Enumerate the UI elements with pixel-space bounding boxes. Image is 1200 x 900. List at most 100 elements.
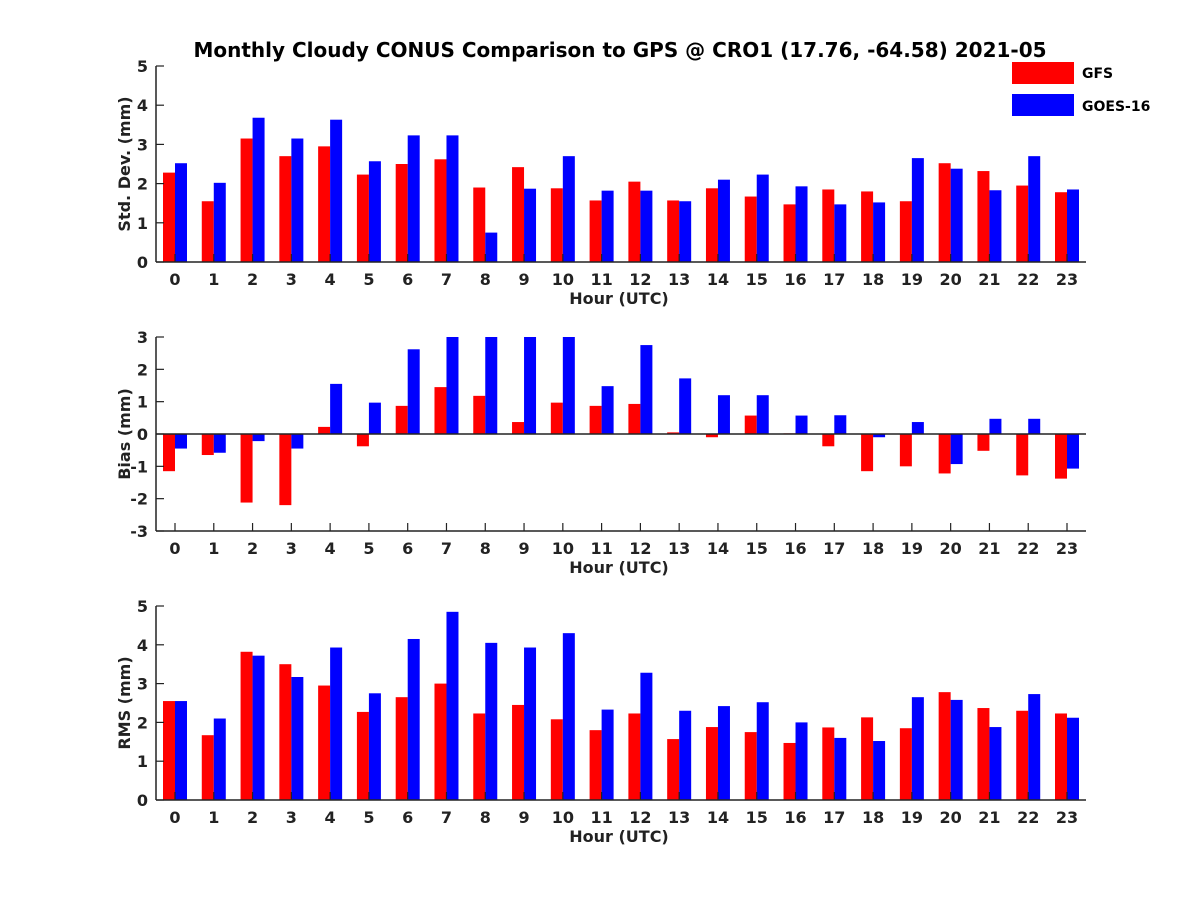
bar-goes16-hour-19 [911,422,924,434]
bar-goes16-hour-17 [834,737,847,800]
bar-gfs-hour-17 [822,189,835,262]
bar-goes16-hour-3 [291,434,304,449]
x-tick-label: 16 [784,808,806,827]
x-tick-label: 13 [668,270,690,289]
bar-goes16-hour-13 [679,378,692,434]
y-tick-label: 2 [137,360,148,379]
bar-gfs-hour-15 [744,732,757,800]
bar-gfs-hour-0 [163,701,175,800]
x-tick-label: 4 [325,270,336,289]
x-tick-label: 3 [286,270,297,289]
bar-gfs-hour-20 [938,434,951,474]
bar-goes16-hour-23 [1067,717,1079,800]
bar-gfs-hour-21 [977,708,990,800]
bar-goes16-hour-7 [446,337,459,434]
bar-goes16-hour-0 [175,163,187,262]
bar-gfs-hour-4 [318,426,331,434]
bar-goes16-hour-20 [950,699,963,800]
bar-gfs-hour-17 [822,727,835,800]
x-tick-label: 12 [629,808,651,827]
bar-goes16-hour-15 [756,395,769,434]
x-axis-label: Hour (UTC) [569,289,669,308]
x-axis-label: Hour (UTC) [569,827,669,846]
bar-gfs-hour-7 [434,683,447,800]
x-tick-label: 22 [1017,808,1039,827]
x-tick-label: 20 [940,808,962,827]
bar-goes16-hour-1 [213,434,226,453]
bar-goes16-hour-11 [601,190,614,262]
x-tick-label: 20 [940,539,962,558]
bar-goes16-hour-13 [679,201,692,262]
x-tick-label: 5 [363,539,374,558]
bar-gfs-hour-23 [1055,713,1067,800]
x-tick-label: 5 [363,808,374,827]
bar-goes16-hour-7 [446,135,459,262]
x-tick-label: 11 [590,808,612,827]
x-tick-label: 23 [1056,808,1078,827]
bar-goes16-hour-11 [601,386,614,434]
bar-gfs-hour-8 [473,187,486,262]
y-tick-label: 0 [137,425,148,444]
x-tick-label: 19 [901,539,923,558]
bar-goes16-hour-9 [524,188,537,262]
x-tick-label: 10 [552,270,574,289]
x-tick-label: 16 [784,270,806,289]
bar-gfs-hour-13 [667,739,680,800]
bar-gfs-hour-12 [628,713,641,800]
x-tick-label: 23 [1056,539,1078,558]
y-tick-label: 0 [137,791,148,810]
bar-gfs-hour-18 [861,191,874,262]
y-tick-label: 3 [137,135,148,154]
bar-goes16-hour-0 [175,434,187,449]
bar-gfs-hour-22 [1016,710,1029,800]
x-tick-label: 11 [590,270,612,289]
x-tick-label: 15 [746,808,768,827]
x-tick-label: 21 [978,808,1000,827]
bar-gfs-hour-9 [512,422,525,434]
bar-gfs-hour-5 [356,174,369,262]
x-tick-label: 6 [402,270,413,289]
bar-goes16-hour-22 [1028,694,1041,800]
bar-goes16-hour-8 [485,642,498,800]
bar-goes16-hour-6 [407,135,420,262]
x-tick-label: 16 [784,539,806,558]
x-tick-label: 0 [169,808,180,827]
bar-gfs-hour-15 [744,415,757,434]
bar-gfs-hour-15 [744,196,757,262]
bar-goes16-hour-16 [795,186,808,262]
bar-gfs-hour-4 [318,146,331,262]
bar-gfs-hour-11 [589,730,602,800]
y-tick-label: -1 [130,457,148,476]
chart-title: Monthly Cloudy CONUS Comparison to GPS @… [193,38,1046,62]
x-tick-label: 20 [940,270,962,289]
x-tick-label: 7 [441,539,452,558]
bar-gfs-hour-9 [512,704,525,800]
y-tick-label: 1 [137,752,148,771]
y-tick-label: 3 [137,675,148,694]
bar-gfs-hour-11 [589,405,602,434]
y-tick-label: 5 [137,57,148,76]
bar-gfs-hour-13 [667,432,680,434]
bar-gfs-hour-2 [240,434,253,503]
bar-gfs-hour-0 [163,172,175,262]
x-tick-label: 22 [1017,539,1039,558]
y-tick-label: 4 [137,96,148,115]
bar-gfs-hour-18 [861,434,874,472]
y-tick-label: 2 [137,175,148,194]
bar-goes16-hour-10 [562,633,575,800]
bar-goes16-hour-15 [756,702,769,800]
bar-goes16-hour-8 [485,337,498,434]
bar-gfs-hour-2 [240,138,253,262]
bar-goes16-hour-0 [175,701,187,800]
bar-gfs-hour-12 [628,181,641,262]
x-tick-label: 12 [629,539,651,558]
bar-gfs-hour-7 [434,159,447,262]
y-tick-label: -2 [130,490,148,509]
x-tick-label: 9 [518,808,529,827]
x-tick-label: 1 [208,539,219,558]
x-tick-label: 4 [325,539,336,558]
x-tick-label: 19 [901,270,923,289]
bar-gfs-hour-10 [550,188,563,262]
y-tick-label: 0 [137,253,148,272]
